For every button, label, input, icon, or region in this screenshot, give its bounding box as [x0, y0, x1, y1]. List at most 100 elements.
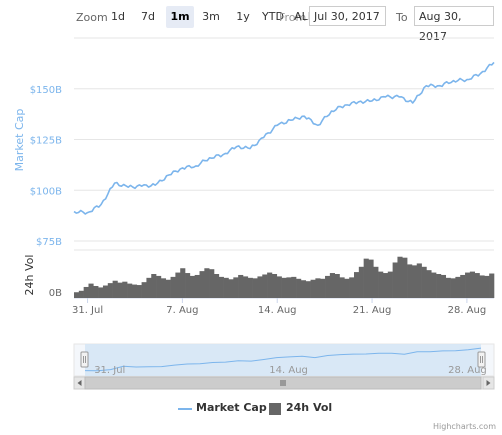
credits-link[interactable]: Highcharts.com: [433, 422, 496, 431]
volume-bar: [344, 278, 350, 298]
scroll-right-arrow-icon: [486, 380, 491, 386]
volume-bar: [281, 277, 287, 298]
volume-bar: [440, 274, 447, 298]
market-cap-series-line: [73, 61, 495, 215]
navigator-selection[interactable]: [85, 344, 481, 376]
volume-bar: [373, 266, 379, 298]
zoom-1m-button[interactable]: 1m: [166, 6, 194, 28]
volume-bar: [339, 277, 345, 298]
volume-bar: [223, 277, 229, 298]
volume-bar: [233, 277, 239, 298]
volume-bar: [315, 278, 321, 298]
volume-bar: [204, 268, 210, 298]
volume-bar: [479, 275, 485, 298]
grid-lines: [74, 37, 494, 303]
volume-bar: [146, 277, 152, 298]
volume-bar: [455, 276, 461, 298]
market-cap-axis-title: Market Cap: [13, 109, 26, 172]
from-date-input[interactable]: Jul 30, 2017: [309, 6, 386, 26]
y-axis-labels: $75B $100B $125B $150B 0B: [30, 85, 62, 299]
volume-bar: [325, 275, 331, 298]
volume-bar: [88, 283, 94, 298]
volume-bar: [474, 273, 480, 298]
volume-bar: [358, 266, 364, 298]
volume-bar: [93, 286, 99, 298]
volume-bar: [185, 273, 191, 298]
volume-bar: [267, 272, 273, 298]
y-tick-label: $150B: [30, 85, 62, 96]
volume-bar: [276, 276, 282, 298]
volume-bar: [300, 280, 307, 298]
volume-axis-title: 24h Vol: [23, 255, 36, 296]
volume-bar: [214, 274, 220, 298]
navigator-right-handle[interactable]: [477, 351, 486, 368]
volume-bar: [117, 282, 123, 298]
volume-bar: [107, 283, 113, 298]
volume-bar: [436, 274, 442, 298]
volume-bar: [238, 274, 244, 298]
navigator-left-handle[interactable]: [80, 351, 89, 368]
volume-bar: [489, 273, 495, 298]
volume-bar: [98, 287, 104, 298]
volume-bar: [247, 277, 253, 298]
zoom-ytd-button[interactable]: YTD: [262, 10, 284, 23]
legend-volume[interactable]: 24h Vol: [286, 401, 333, 414]
volume-bar: [286, 277, 292, 298]
volume-bar: [484, 275, 490, 298]
zoom-7d-button[interactable]: 7d: [141, 10, 155, 23]
volume-bar: [122, 281, 128, 298]
volume-bar: [151, 274, 157, 298]
legend-volume-symbol: [269, 403, 281, 415]
x-tick-label: 21. Aug: [353, 305, 392, 316]
navigator-tick-label: 31. Jul: [94, 365, 125, 376]
volume-bar: [354, 272, 360, 298]
volume-bar: [180, 268, 186, 298]
zoom-1y-button[interactable]: 1y: [236, 10, 250, 23]
volume-bar: [382, 273, 389, 298]
y-tick-label: $75B: [36, 237, 62, 248]
x-tick-label: 28. Aug: [448, 305, 487, 316]
volume-bar: [407, 264, 413, 298]
range-selector-toolbar: Zoom 1d 7d 1m 3m 1y YTD From ALL Jul 30,…: [0, 0, 502, 43]
volume-bar: [320, 278, 326, 298]
volume-bar: [156, 275, 162, 298]
to-label: To: [396, 11, 408, 24]
volume-bar: [368, 259, 374, 298]
volume-bar: [450, 278, 456, 298]
zoom-3m-button[interactable]: 3m: [202, 10, 220, 23]
scroll-left-arrow-icon: [77, 380, 82, 386]
volume-bar: [310, 279, 316, 298]
volume-bar: [194, 274, 200, 298]
volume-bar: [74, 292, 80, 298]
volume-bar: [469, 271, 475, 298]
volume-bar: [252, 278, 258, 298]
volume-bar: [392, 262, 398, 298]
to-date-input[interactable]: Aug 30, 2017: [414, 6, 494, 43]
volume-bar: [402, 257, 408, 298]
zoom-1d-button[interactable]: 1d: [111, 10, 125, 23]
volume-series: [74, 256, 495, 298]
volume-bar: [460, 274, 466, 298]
navigator-tick-label: 14. Aug: [269, 365, 308, 376]
from-label: From: [279, 11, 307, 24]
volume-bar: [262, 274, 268, 298]
legend: Market Cap 24h Vol: [0, 401, 502, 419]
zoom-label: Zoom: [76, 11, 108, 24]
x-tick-label: 31. Jul: [72, 305, 103, 316]
navigator-tick-label: 28. Aug: [448, 365, 487, 376]
legend-market-cap[interactable]: Market Cap: [196, 401, 267, 414]
volume-bar: [199, 271, 205, 298]
volume-bar: [209, 269, 215, 298]
volume-bar: [242, 276, 249, 298]
x-axis-labels: 31. Jul 7. Aug 14. Aug 21. Aug 28. Aug: [72, 305, 486, 316]
volume-bar: [83, 286, 89, 298]
navigator-labels: 31. Jul 14. Aug 28. Aug: [94, 365, 487, 376]
scrollbar[interactable]: [73, 376, 495, 390]
volume-bar: [102, 285, 109, 298]
volume-bar: [363, 258, 369, 298]
zoom-all-button[interactable]: ALL: [294, 10, 314, 23]
y-tick-label: 0B: [49, 288, 62, 299]
volume-bar: [445, 277, 451, 298]
volume-bar: [416, 263, 422, 298]
